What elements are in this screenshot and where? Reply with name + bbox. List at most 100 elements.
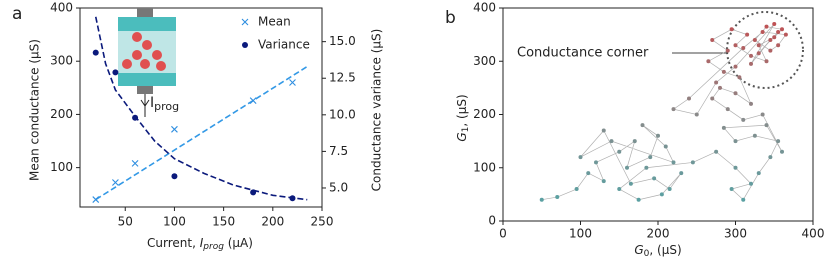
state-point — [671, 160, 676, 165]
state-point — [714, 149, 719, 154]
y-tick-label: 200 — [50, 107, 73, 121]
legend-label: Mean — [258, 15, 291, 29]
state-point — [776, 139, 781, 144]
mean-marker — [289, 79, 296, 86]
state-point — [539, 197, 544, 202]
x-label-part: (μA) — [224, 236, 253, 250]
variance-marker — [92, 49, 99, 56]
state-point — [749, 61, 753, 66]
y2-tick-label: 12.5 — [329, 71, 356, 85]
x-label-part: G — [634, 243, 643, 257]
state-point — [714, 80, 719, 85]
state-point — [667, 187, 672, 192]
y-tick-label: 100 — [50, 160, 73, 174]
x-tick-label: 0 — [499, 227, 507, 241]
mean-marker — [131, 159, 139, 167]
y2-tick-label: 10.0 — [329, 107, 356, 121]
state-point — [764, 24, 769, 29]
state-point — [694, 112, 699, 117]
state-point — [632, 139, 637, 144]
state-point — [601, 128, 606, 133]
state-point — [741, 117, 746, 122]
state-point — [780, 27, 784, 32]
y-tick-label: 200 — [473, 107, 496, 121]
x-label-sub: prog — [202, 242, 224, 252]
device-inset — [118, 8, 176, 117]
x-tick-label: 100 — [163, 215, 186, 229]
y2-tick-label: 15.0 — [329, 34, 356, 48]
state-point — [729, 187, 734, 192]
y-axis-label: Mean conductance (μS) — [28, 39, 42, 181]
state-point — [733, 165, 738, 170]
state-point — [679, 171, 684, 176]
state-point — [601, 179, 606, 184]
state-point — [636, 197, 641, 202]
corner-annotation: Conductance corner — [517, 46, 649, 61]
mean-marker — [249, 97, 257, 104]
y-tick-label: 300 — [50, 54, 73, 68]
state-point — [729, 27, 734, 32]
state-point — [628, 181, 633, 186]
state-point — [756, 51, 761, 56]
variance-marker — [132, 114, 139, 121]
state-point — [721, 125, 726, 130]
state-point — [578, 155, 583, 160]
y-tick-label: 400 — [50, 1, 73, 15]
variance-marker — [112, 69, 119, 76]
x-tick-label: 200 — [261, 215, 284, 229]
state-point — [617, 187, 622, 192]
state-point — [656, 133, 660, 138]
y-tick-label: 0 — [488, 214, 496, 228]
y-label-part: G — [455, 132, 469, 141]
axes-frame — [79, 7, 323, 208]
state-point — [741, 197, 746, 202]
state-point — [764, 59, 769, 64]
y-tick-label: 400 — [473, 1, 496, 15]
fit-line — [95, 65, 308, 201]
variance-marker — [250, 189, 257, 196]
x-label-part: I — [200, 236, 204, 250]
trajectory — [541, 23, 787, 201]
state-point — [733, 91, 738, 96]
state-point — [776, 29, 781, 34]
x-tick-label: 300 — [724, 227, 747, 241]
state-point — [745, 32, 750, 37]
state-point — [749, 101, 753, 106]
state-point — [733, 43, 738, 48]
variance-marker — [289, 195, 296, 202]
state-point — [776, 43, 781, 48]
state-point — [752, 133, 757, 138]
x-label-sub: 0 — [644, 249, 650, 259]
state-point — [594, 160, 598, 165]
state-point — [733, 64, 738, 69]
state-point — [718, 85, 722, 90]
x-label-part: Current, — [147, 236, 200, 250]
state-point — [768, 37, 773, 42]
state-point — [760, 29, 765, 34]
x-tick-label: 200 — [647, 227, 670, 241]
state-point — [749, 53, 753, 58]
legend-marker — [241, 18, 249, 26]
axes-frame — [502, 7, 814, 222]
variance-marker — [171, 173, 178, 180]
state-point — [752, 37, 757, 42]
state-point — [737, 75, 742, 80]
x-tick-label: 250 — [311, 215, 334, 229]
y2-axis-label: Conductance variance (μS) — [370, 29, 384, 192]
mean-marker — [112, 179, 119, 186]
y-axis-label: G1, (μS) — [455, 94, 471, 141]
current-annotation: Iprog — [150, 95, 179, 113]
panel-label: a — [12, 4, 22, 24]
state-point — [760, 112, 765, 117]
state-point — [756, 43, 761, 48]
state-point — [652, 176, 657, 181]
annotation-sub: prog — [154, 100, 179, 113]
state-point — [640, 123, 645, 128]
state-point — [725, 107, 730, 112]
state-point — [783, 32, 788, 37]
state-point — [772, 35, 777, 40]
state-point — [555, 195, 560, 200]
state-point — [617, 149, 622, 154]
